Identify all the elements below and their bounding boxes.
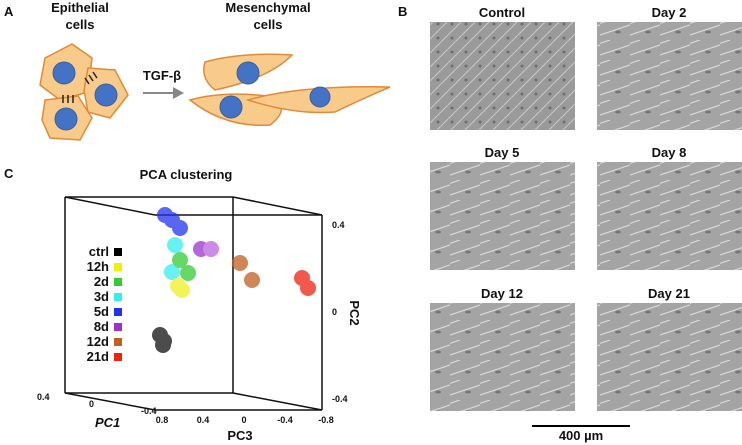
image-title: Day 12 (481, 286, 523, 301)
legend-swatch (114, 308, 122, 316)
legend-label: 8d (94, 319, 109, 334)
panel-letter: A (4, 4, 14, 19)
legend-label: 5d (94, 304, 109, 319)
micrograph (597, 22, 742, 130)
legend-label: 2d (94, 274, 109, 289)
tick-label: 0 (332, 307, 337, 317)
heading: cells (254, 17, 283, 32)
micrograph (430, 22, 575, 130)
image-title: Control (479, 5, 525, 20)
mesenchymal-cells (188, 53, 391, 127)
treatment: TGF-β (143, 68, 181, 83)
axis-label: PC3 (227, 428, 252, 443)
tick-label: 0 (241, 415, 246, 425)
micrograph (430, 303, 575, 411)
tick-label: -0.4 (332, 394, 348, 404)
heading: Mesenchymal (225, 0, 310, 15)
panel-letter: C (4, 166, 14, 181)
tick-label: -0.8 (318, 415, 334, 425)
image-title: Day 8 (652, 145, 687, 160)
heading: Epithelial (51, 0, 109, 15)
legend-label: 12h (87, 259, 109, 274)
tick-label: 0.4 (37, 392, 50, 402)
legend-swatch (114, 293, 122, 301)
plot-box (64, 196, 323, 411)
image-title: Day 2 (652, 5, 687, 20)
legend-label: 12d (87, 334, 109, 349)
tick-label: 0.4 (332, 220, 345, 230)
pca-points (152, 207, 316, 353)
micrograph (430, 162, 575, 270)
axis-label: PC2 (347, 300, 362, 325)
legend-label: 21d (87, 349, 109, 364)
legend-swatch (114, 353, 122, 361)
epithelial-cells (39, 43, 129, 141)
tick-label: 0.8 (156, 415, 169, 425)
tick-label: 0.4 (197, 415, 210, 425)
arrow (143, 87, 184, 99)
legend-label: 3d (94, 289, 109, 304)
legend-swatch (114, 278, 122, 286)
tick-label: 0 (89, 399, 94, 409)
tick-label: -0.4 (277, 415, 293, 425)
tick-label: -0.4 (141, 406, 157, 416)
legend-label: ctrl (89, 244, 109, 259)
image-title: Day 5 (485, 145, 520, 160)
image-title: Day 21 (648, 286, 690, 301)
legend-swatch (114, 263, 122, 271)
legend-swatch (114, 338, 122, 346)
legend-swatch (114, 248, 122, 256)
heading: cells (66, 17, 95, 32)
micrograph (597, 303, 742, 411)
panel-letter: B (398, 4, 407, 19)
scale-label: 400 µm (559, 428, 603, 443)
micrograph (597, 162, 742, 270)
legend-swatch (114, 323, 122, 331)
axis-label: PC1 (95, 415, 120, 430)
plot-title: PCA clustering (140, 167, 233, 182)
